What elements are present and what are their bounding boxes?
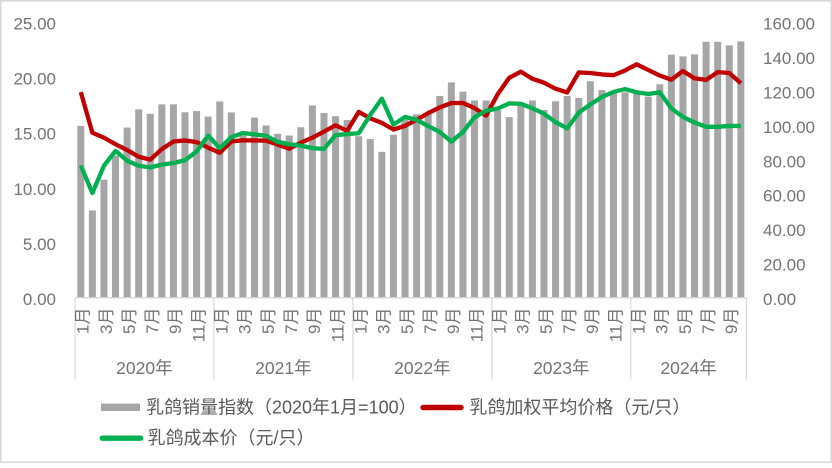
svg-text:2023年: 2023年 — [533, 358, 589, 378]
svg-text:9月: 9月 — [166, 308, 185, 334]
svg-text:11月: 11月 — [467, 308, 486, 343]
svg-text:7月: 7月 — [282, 308, 301, 334]
svg-text:2021年: 2021年 — [255, 358, 311, 378]
svg-text:1月: 1月 — [213, 308, 232, 334]
svg-text:11月: 11月 — [328, 308, 347, 343]
svg-text:乳鸽加权平均价格（元/只）: 乳鸽加权平均价格（元/只） — [469, 398, 690, 418]
svg-text:5月: 5月 — [398, 308, 417, 334]
svg-text:5月: 5月 — [676, 308, 695, 334]
svg-text:140.00: 140.00 — [763, 49, 815, 68]
svg-text:10.00: 10.00 — [13, 180, 56, 199]
svg-text:9月: 9月 — [583, 308, 602, 334]
svg-text:120.00: 120.00 — [763, 84, 815, 103]
svg-text:7月: 7月 — [560, 308, 579, 334]
svg-text:3月: 3月 — [514, 308, 533, 334]
svg-text:3月: 3月 — [236, 308, 255, 334]
svg-text:2024年: 2024年 — [660, 358, 716, 378]
svg-text:1月: 1月 — [74, 308, 93, 334]
svg-text:5.00: 5.00 — [23, 235, 56, 254]
svg-text:160.00: 160.00 — [763, 15, 815, 34]
svg-text:100.00: 100.00 — [763, 118, 815, 137]
svg-text:7月: 7月 — [421, 308, 440, 334]
svg-text:9月: 9月 — [722, 308, 741, 334]
svg-text:60.00: 60.00 — [763, 187, 806, 206]
svg-text:3月: 3月 — [97, 308, 116, 334]
svg-text:25.00: 25.00 — [13, 15, 56, 34]
svg-text:2022年: 2022年 — [394, 358, 450, 378]
svg-text:0.00: 0.00 — [23, 290, 56, 309]
svg-text:11月: 11月 — [189, 308, 208, 343]
svg-text:40.00: 40.00 — [763, 221, 806, 240]
svg-text:9月: 9月 — [444, 308, 463, 334]
svg-text:15.00: 15.00 — [13, 125, 56, 144]
svg-text:2020年: 2020年 — [116, 358, 172, 378]
svg-text:80.00: 80.00 — [763, 152, 806, 171]
svg-text:3月: 3月 — [653, 308, 672, 334]
svg-text:1月: 1月 — [490, 308, 509, 334]
svg-text:9月: 9月 — [305, 308, 324, 334]
svg-text:7月: 7月 — [699, 308, 718, 334]
svg-text:7月: 7月 — [143, 308, 162, 334]
svg-text:5月: 5月 — [537, 308, 556, 334]
svg-text:乳鸽销量指数（2020年1月=100）: 乳鸽销量指数（2020年1月=100） — [146, 398, 417, 418]
svg-text:乳鸽成本价（元/只）: 乳鸽成本价（元/只） — [148, 428, 315, 448]
svg-text:20.00: 20.00 — [13, 70, 56, 89]
svg-text:1月: 1月 — [352, 308, 371, 334]
svg-text:1月: 1月 — [629, 308, 648, 334]
svg-text:5月: 5月 — [259, 308, 278, 334]
svg-text:0.00: 0.00 — [763, 290, 796, 309]
svg-text:20.00: 20.00 — [763, 255, 806, 274]
svg-text:3月: 3月 — [375, 308, 394, 334]
svg-text:11月: 11月 — [606, 308, 625, 343]
svg-text:5月: 5月 — [120, 308, 139, 334]
